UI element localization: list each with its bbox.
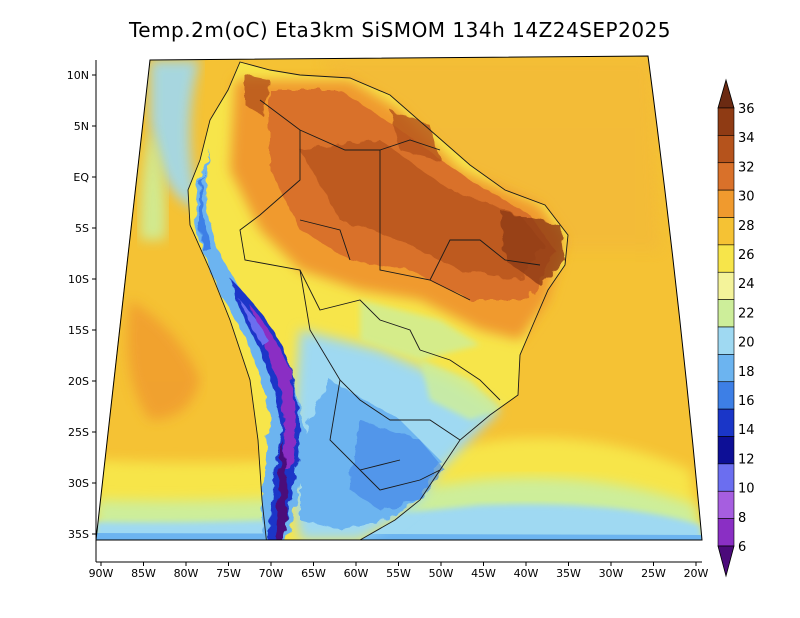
map-field: [96, 56, 702, 540]
lat-tick-label: 10S: [68, 273, 89, 286]
colorbar-segment: [717, 162, 735, 191]
lon-tick-label: 90W: [89, 567, 114, 580]
lon-tick-label: 30W: [599, 567, 624, 580]
colorbar-label: 10: [738, 482, 755, 497]
colorbar-label: 30: [738, 190, 755, 205]
colorbar-label: 24: [738, 277, 755, 292]
lon-tick-label: 75W: [216, 567, 241, 580]
colorbar-label: 36: [738, 102, 755, 117]
lon-tick-label: 35W: [556, 567, 581, 580]
colorbar-segment: [717, 436, 735, 465]
lon-tick-label: 55W: [386, 567, 411, 580]
colorbar-segment: [717, 189, 735, 218]
longitude-ticks: 90W 85W 80W 75W 70W 65W 60W 55W 50W 45W 40W 35W 30W 2…: [89, 562, 709, 580]
lat-tick-label: 35S: [68, 528, 89, 541]
lon-tick-label: 45W: [471, 567, 496, 580]
lat-tick-label: 20S: [68, 375, 89, 388]
colorbar-label: 32: [738, 160, 755, 175]
colorbar-segment: [717, 490, 735, 519]
colorbar-segment: [717, 518, 735, 547]
lat-tick-label: 10N: [67, 69, 89, 82]
colorbar-segment: [717, 135, 735, 164]
colorbar-top-arrow: [717, 78, 735, 109]
lat-tick-label: 30S: [68, 477, 89, 490]
colorbar-segment: [717, 217, 735, 246]
colorbar-segment: [717, 299, 735, 328]
colorbar-label: 18: [738, 365, 755, 380]
colorbar-label: 28: [738, 219, 755, 234]
colorbar-segment: [717, 354, 735, 383]
colorbar-label: 22: [738, 306, 755, 321]
lat-tick-label: 5N: [74, 120, 89, 133]
colorbar-segment: [717, 271, 735, 300]
colorbar-label: 34: [738, 131, 755, 146]
lon-tick-label: 60W: [344, 567, 369, 580]
lat-tick-label: 25S: [68, 426, 89, 439]
lon-tick-label: 80W: [174, 567, 199, 580]
colorbar-bottom-arrow: [717, 545, 735, 578]
lon-tick-label: 20W: [684, 567, 709, 580]
colorbar: 36 34 32 30 28 26 24 22 20 18 16 14 12 10 8 6: [717, 78, 755, 578]
colorbar-label: 6: [738, 540, 746, 555]
map-frame: [95, 55, 703, 541]
latitude-ticks: 10N 5N EQ 5S 10S 15S 20S 25S 30S 35S: [67, 69, 96, 541]
colorbar-label: 26: [738, 248, 755, 263]
lat-tick-label: 5S: [75, 222, 89, 235]
colorbar-segment: [717, 463, 735, 492]
lat-tick-label: 15S: [68, 324, 89, 337]
lat-tick-label: EQ: [73, 171, 89, 184]
colorbar-label: 8: [738, 511, 746, 526]
colorbar-segment: [717, 408, 735, 437]
country-borders: [187, 61, 569, 540]
lon-tick-label: 25W: [641, 567, 666, 580]
lon-tick-label: 65W: [301, 567, 326, 580]
lon-tick-label: 70W: [259, 567, 284, 580]
colorbar-segment: [717, 326, 735, 355]
colorbar-segment: [717, 244, 735, 273]
colorbar-label: 20: [738, 336, 755, 351]
colorbar-label: 12: [738, 452, 755, 467]
lon-tick-label: 50W: [429, 567, 454, 580]
lon-tick-label: 40W: [514, 567, 539, 580]
lon-tick-label: 85W: [131, 567, 156, 580]
colorbar-segment: [717, 107, 735, 136]
colorbar-label: 16: [738, 394, 755, 409]
colorbar-label: 14: [738, 423, 755, 438]
colorbar-segment: [717, 381, 735, 410]
map-title: Temp.2m(oC) Eta3km SiSMOM 134h 14Z24SEP2…: [128, 18, 672, 42]
